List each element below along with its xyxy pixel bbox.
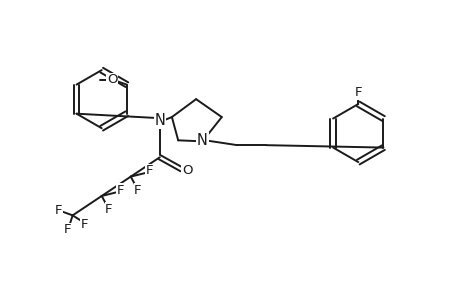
Text: F: F — [134, 184, 141, 197]
Text: F: F — [354, 86, 361, 99]
Text: F: F — [145, 164, 152, 177]
Text: N: N — [196, 133, 207, 148]
Text: F: F — [81, 218, 88, 231]
Text: N: N — [154, 113, 165, 128]
Text: F: F — [105, 203, 112, 216]
Text: O: O — [182, 164, 192, 177]
Text: F: F — [54, 204, 62, 217]
Text: F: F — [116, 184, 123, 197]
Text: O: O — [107, 73, 118, 86]
Text: F: F — [64, 224, 72, 236]
